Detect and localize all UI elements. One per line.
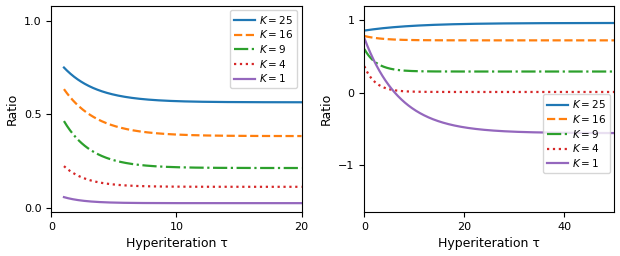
$K=4$ xyxy=(210,185,217,188)
$K=4$ xyxy=(89,179,96,183)
$K=4$ xyxy=(479,90,487,93)
$K=16$ xyxy=(232,134,239,137)
$K=1$ xyxy=(210,202,217,205)
$K=25$ xyxy=(233,101,241,104)
$K=9$ xyxy=(604,70,612,73)
$K=9$ xyxy=(479,70,487,73)
$K=9$ xyxy=(233,166,241,169)
$K=4$ xyxy=(510,90,517,93)
$K=9$ xyxy=(565,70,573,73)
$K=4$ xyxy=(611,90,618,93)
$K=9$ xyxy=(361,48,368,51)
$K=4$ xyxy=(496,90,503,93)
Line: $K=1$: $K=1$ xyxy=(64,197,301,203)
$K=4$ xyxy=(233,185,241,188)
$K=16$ xyxy=(361,35,368,38)
$K=4$ xyxy=(298,185,305,188)
$K=25$ xyxy=(361,29,368,32)
$K=4$ xyxy=(565,90,573,93)
$K=25$ xyxy=(89,86,96,89)
$K=1$ xyxy=(510,130,517,133)
$K=25$ xyxy=(232,101,239,104)
$K=9$ xyxy=(138,164,145,167)
$K=1$ xyxy=(481,128,489,131)
$K=25$ xyxy=(481,22,489,25)
$K=9$ xyxy=(154,165,162,168)
X-axis label: Hyperiteration τ: Hyperiteration τ xyxy=(438,238,541,250)
$K=4$ xyxy=(154,185,162,188)
$K=16$ xyxy=(298,134,305,137)
$K=25$ xyxy=(479,22,487,25)
Y-axis label: Ratio: Ratio xyxy=(6,93,19,125)
$K=4$ xyxy=(481,90,489,93)
Line: $K=9$: $K=9$ xyxy=(365,49,614,71)
Line: $K=4$: $K=4$ xyxy=(64,166,301,187)
Legend: $K=25$, $K=16$, $K=9$, $K=4$, $K=1$: $K=25$, $K=16$, $K=9$, $K=4$, $K=1$ xyxy=(230,10,298,89)
Line: $K=25$: $K=25$ xyxy=(365,23,614,30)
$K=16$ xyxy=(154,132,162,135)
$K=25$ xyxy=(604,22,612,25)
$K=1$ xyxy=(154,201,162,205)
$K=1$ xyxy=(479,128,487,131)
$K=1$ xyxy=(496,130,503,133)
Line: $K=9$: $K=9$ xyxy=(64,121,301,168)
$K=4$ xyxy=(604,90,612,93)
$K=25$ xyxy=(60,66,68,69)
$K=25$ xyxy=(565,22,573,25)
Line: $K=16$: $K=16$ xyxy=(365,36,614,40)
$K=16$ xyxy=(138,130,145,133)
$K=9$ xyxy=(481,70,489,73)
$K=16$ xyxy=(60,88,68,91)
$K=16$ xyxy=(89,115,96,118)
$K=1$ xyxy=(565,131,573,134)
$K=9$ xyxy=(510,70,517,73)
$K=1$ xyxy=(604,132,612,135)
Y-axis label: Ratio: Ratio xyxy=(320,93,333,125)
Line: $K=16$: $K=16$ xyxy=(64,89,301,136)
$K=4$ xyxy=(232,185,239,188)
$K=4$ xyxy=(361,65,368,68)
$K=25$ xyxy=(510,22,517,25)
$K=4$ xyxy=(60,165,68,168)
$K=1$ xyxy=(60,196,68,199)
X-axis label: Hyperiteration τ: Hyperiteration τ xyxy=(126,238,228,250)
$K=25$ xyxy=(611,22,618,25)
Line: $K=4$: $K=4$ xyxy=(365,66,614,92)
$K=4$ xyxy=(138,185,145,188)
$K=1$ xyxy=(233,202,241,205)
$K=16$ xyxy=(233,134,241,137)
$K=16$ xyxy=(210,134,217,137)
$K=25$ xyxy=(496,22,503,25)
$K=16$ xyxy=(565,39,573,42)
$K=16$ xyxy=(611,39,618,42)
$K=25$ xyxy=(210,100,217,103)
$K=16$ xyxy=(479,39,487,42)
$K=9$ xyxy=(298,166,305,169)
$K=9$ xyxy=(232,166,239,169)
$K=16$ xyxy=(496,39,503,42)
$K=9$ xyxy=(60,120,68,123)
$K=16$ xyxy=(604,39,612,42)
$K=1$ xyxy=(298,202,305,205)
$K=25$ xyxy=(154,99,162,102)
$K=25$ xyxy=(298,101,305,104)
$K=1$ xyxy=(611,132,618,135)
$K=9$ xyxy=(89,150,96,153)
Line: $K=1$: $K=1$ xyxy=(365,38,614,133)
$K=1$ xyxy=(361,37,368,40)
$K=1$ xyxy=(232,202,239,205)
$K=1$ xyxy=(138,201,145,205)
Legend: $K=25$, $K=16$, $K=9$, $K=4$, $K=1$: $K=25$, $K=16$, $K=9$, $K=4$, $K=1$ xyxy=(543,94,610,173)
$K=1$ xyxy=(89,200,96,203)
$K=16$ xyxy=(481,39,489,42)
$K=9$ xyxy=(611,70,618,73)
$K=25$ xyxy=(138,98,145,101)
$K=9$ xyxy=(210,166,217,169)
$K=9$ xyxy=(496,70,503,73)
$K=16$ xyxy=(510,39,517,42)
Line: $K=25$: $K=25$ xyxy=(64,68,301,102)
